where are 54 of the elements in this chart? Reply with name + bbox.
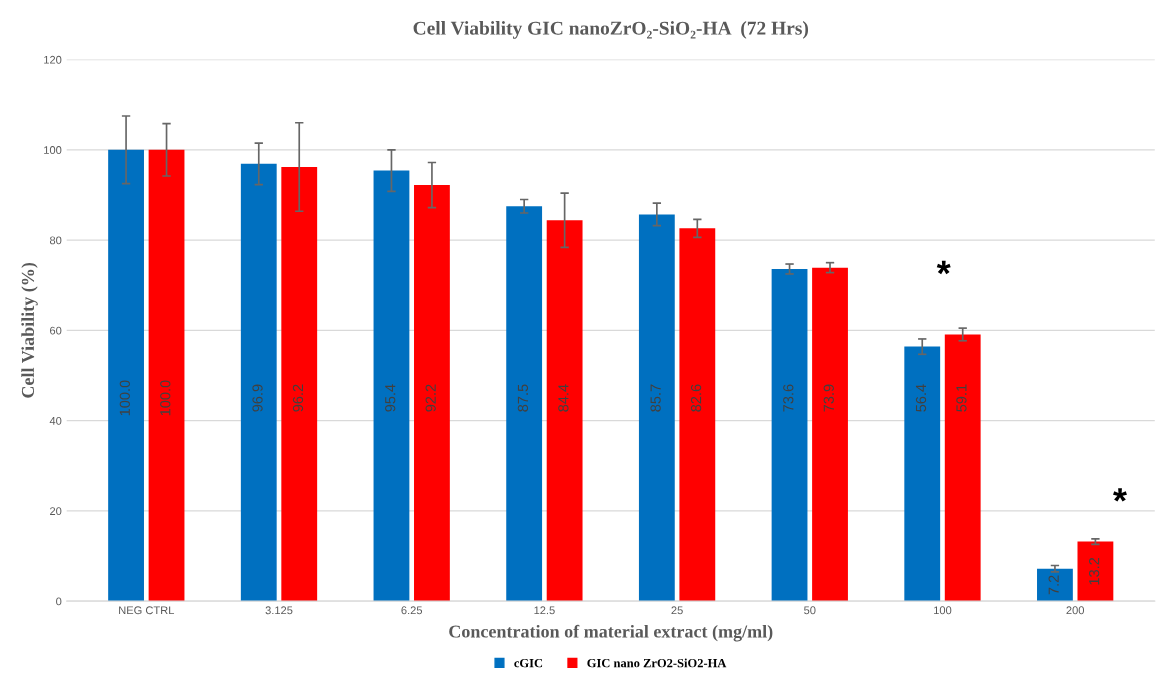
bar bbox=[240, 163, 277, 602]
data-label: 92.2 bbox=[425, 384, 436, 412]
x-tick-label: NEG CTRL bbox=[119, 606, 175, 615]
data-label: 96.9 bbox=[252, 384, 263, 412]
legend-label: cGIC bbox=[514, 658, 543, 668]
x-tick-label: 200 bbox=[1066, 606, 1085, 615]
data-label: 100.0 bbox=[119, 380, 130, 416]
data-label: 87.5 bbox=[517, 384, 529, 412]
data-label: 59.1 bbox=[956, 384, 967, 412]
bar bbox=[1077, 541, 1114, 602]
bar bbox=[904, 346, 941, 602]
x-axis-title: Concentration of material extract (mg/ml) bbox=[449, 624, 773, 642]
bar bbox=[414, 185, 450, 602]
y-tick-label: 120 bbox=[44, 55, 62, 64]
bar bbox=[771, 268, 808, 602]
x-tick-label: 100 bbox=[934, 606, 952, 615]
bar bbox=[148, 149, 185, 602]
data-label: 13.2 bbox=[1089, 557, 1100, 585]
bar bbox=[546, 220, 583, 602]
data-label: 56.4 bbox=[915, 384, 927, 412]
bar bbox=[1037, 568, 1073, 602]
data-label: 95.4 bbox=[385, 384, 396, 412]
x-tick-label: 25 bbox=[671, 606, 683, 615]
y-tick-label: 100 bbox=[44, 146, 62, 154]
bar bbox=[108, 149, 144, 602]
x-tick-label: 50 bbox=[804, 606, 816, 615]
data-label: 7.2 bbox=[1048, 575, 1059, 595]
legend-label: GIC nano ZrO2-SiO2-HA bbox=[587, 658, 727, 668]
data-label: 73.9 bbox=[823, 384, 834, 412]
data-label: 85.7 bbox=[650, 384, 661, 412]
y-axis-title: Cell Viability (%) bbox=[21, 262, 38, 398]
x-tick-label: 6.25 bbox=[401, 606, 423, 615]
annotation: * bbox=[936, 260, 951, 275]
data-label: 82.6 bbox=[690, 384, 702, 412]
bar bbox=[679, 228, 716, 602]
x-tick-label: 3.125 bbox=[265, 606, 293, 615]
data-label: 100.0 bbox=[160, 380, 171, 416]
y-tick-label: 40 bbox=[49, 416, 62, 425]
chart-title: Cell Viability GIC nanoZrO₂-SiO₂-HA (72 Hrs) bbox=[413, 21, 809, 39]
data-label: 96.2 bbox=[292, 384, 304, 412]
bar bbox=[638, 214, 675, 602]
y-tick-label: 80 bbox=[49, 236, 62, 245]
bar bbox=[812, 267, 848, 602]
data-label: 73.6 bbox=[783, 384, 794, 412]
y-tick-label: 0 bbox=[56, 597, 62, 606]
bar bbox=[281, 166, 318, 602]
bar bbox=[373, 170, 410, 602]
annotation: * bbox=[1113, 488, 1127, 502]
y-tick-label: 60 bbox=[50, 326, 62, 335]
y-tick-label: 20 bbox=[50, 507, 62, 516]
bar bbox=[944, 334, 981, 602]
x-tick-label: 12.5 bbox=[534, 606, 555, 615]
bar bbox=[506, 206, 543, 602]
data-label: 84.4 bbox=[558, 384, 569, 412]
